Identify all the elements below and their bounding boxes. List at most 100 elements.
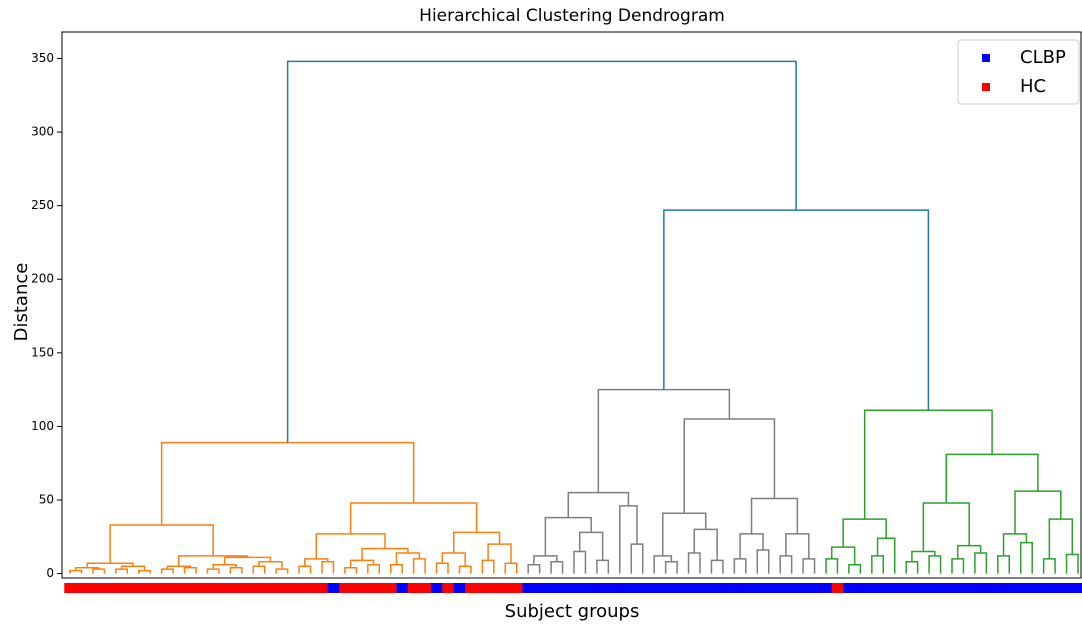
dendrogram-link — [92, 568, 106, 574]
group-bar-segment — [419, 583, 432, 593]
dendrogram-link — [710, 559, 724, 574]
dendrogram-link — [997, 555, 1011, 574]
group-bar-segment — [190, 583, 203, 593]
group-bar-segment — [133, 583, 145, 593]
group-bar-segment — [316, 583, 329, 593]
group-bar-segment — [373, 583, 386, 593]
group-bar-segment — [1049, 583, 1062, 593]
group-bar-segment — [992, 583, 1004, 593]
group-bar-segment — [900, 583, 913, 593]
group-bar-segment — [625, 583, 638, 593]
dendrogram-link — [664, 561, 678, 574]
group-bar-segment — [213, 583, 225, 593]
dendrogram-link — [344, 566, 358, 574]
group-bar-segment — [831, 583, 844, 593]
dendrogram-link — [304, 558, 329, 567]
legend-label: CLBP — [1020, 47, 1066, 68]
dendrogram-link — [69, 569, 83, 574]
group-bar-segment — [87, 583, 99, 593]
dendrogram-link — [412, 558, 426, 574]
dendrogram-link — [1014, 490, 1062, 534]
dendrogram-link — [871, 555, 885, 574]
dendrogram-link — [349, 559, 375, 568]
dendrogram-link — [504, 562, 518, 574]
group-bar-segment — [64, 583, 77, 593]
legend-label: HC — [1020, 76, 1046, 97]
group-bar-segment — [866, 583, 878, 593]
dendrogram-link — [160, 568, 174, 574]
dendrogram-link — [830, 546, 856, 565]
group-bar-segment — [911, 583, 924, 593]
group-bar-segment — [178, 583, 191, 593]
dendrogram-link — [361, 547, 409, 561]
dendrogram-link — [349, 502, 478, 534]
group-bar-segment — [1015, 583, 1027, 593]
dendrogram-link — [367, 564, 381, 574]
dendrogram-link — [115, 568, 129, 574]
dendrogram-link — [435, 562, 449, 574]
group-bar-segment — [167, 583, 180, 593]
group-bar-segment — [385, 583, 397, 593]
group-bar-segment — [648, 583, 661, 593]
plot-frame — [61, 31, 1082, 579]
dendrogram-link — [596, 559, 610, 574]
dendrogram-link — [481, 559, 495, 574]
dendrogram-link — [693, 528, 718, 561]
y-tick-label: 100 — [31, 419, 54, 433]
group-bar-segment — [637, 583, 649, 593]
group-bar-segment — [556, 583, 569, 593]
dendrogram-link — [567, 491, 630, 518]
dendrogram-link — [229, 566, 243, 574]
dendrogram-link — [750, 497, 799, 534]
group-bar-segment — [155, 583, 168, 593]
dendrogram-link — [183, 566, 197, 574]
group-bar-segment — [946, 583, 959, 593]
group-bar-segment — [144, 583, 157, 593]
group-bar-segment — [671, 583, 684, 593]
dendrogram-link — [252, 565, 266, 574]
group-bar-segment — [889, 583, 901, 593]
dendrogram-link — [298, 565, 312, 574]
group-bar-segment — [682, 583, 695, 593]
group-bar-segment — [1037, 583, 1050, 593]
group-bar-segment — [614, 583, 626, 593]
dendrogram-link — [389, 564, 403, 574]
dendrogram-link — [206, 568, 220, 574]
group-bar-segment — [407, 583, 420, 593]
y-tick-label: 50 — [39, 493, 54, 507]
group-bar-segment — [201, 583, 214, 593]
dendrogram-link — [1002, 533, 1028, 556]
dendrogram-link — [825, 558, 839, 574]
group-bar-segment — [602, 583, 615, 593]
group-bar-segment — [1072, 583, 1082, 593]
y-tick-label: 200 — [31, 272, 54, 286]
dendrogram-link — [928, 555, 942, 574]
group-bar-segment — [877, 583, 890, 593]
group-bar-segment — [270, 583, 283, 593]
dendrogram-link — [550, 561, 564, 574]
group-bar-segment — [511, 583, 523, 593]
dendrogram-link — [533, 555, 558, 565]
group-bar-segment — [259, 583, 271, 593]
group-bar-segment — [717, 583, 729, 593]
dendrogram-link — [945, 453, 1039, 503]
group-bar-segment — [980, 583, 993, 593]
group-bar-segment — [694, 583, 707, 593]
group-bar-segment — [453, 583, 466, 593]
dendrogram-link — [974, 552, 988, 574]
dendrogram-link — [951, 558, 965, 574]
group-bar-segment — [121, 583, 134, 593]
dendrogram-link — [905, 561, 919, 574]
dendrogram-link — [756, 549, 770, 574]
dendrogram-link — [733, 558, 747, 574]
dendrogram-link — [922, 502, 970, 552]
y-tick-label: 0 — [46, 566, 54, 580]
group-bar-segment — [843, 583, 855, 593]
group-bar-segment — [1060, 583, 1073, 593]
dendrogram-link — [1042, 558, 1056, 574]
dendrogram-link — [275, 568, 289, 574]
group-bar-segment — [705, 583, 718, 593]
group-bar-segment — [785, 583, 798, 593]
group-bar-segment — [304, 583, 317, 593]
dendrogram-link — [441, 552, 466, 567]
